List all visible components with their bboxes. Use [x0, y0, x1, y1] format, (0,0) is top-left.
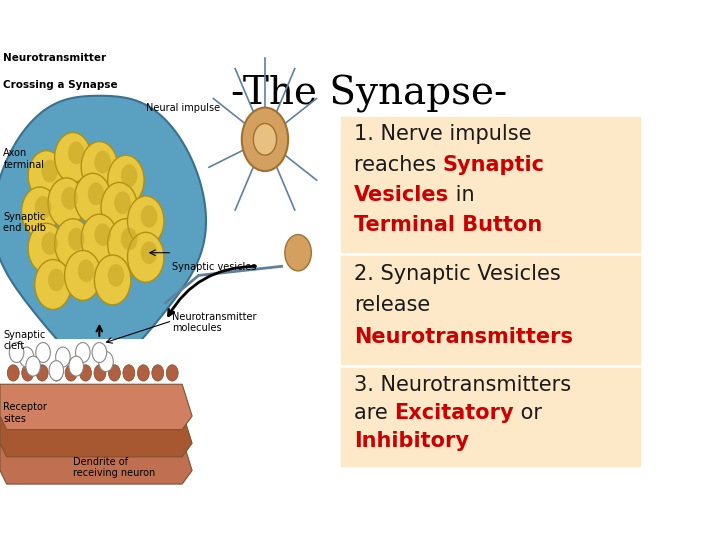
Circle shape	[101, 183, 138, 232]
Text: Axon
terminal: Axon terminal	[4, 148, 45, 170]
Text: Synaptic: Synaptic	[443, 154, 545, 174]
Circle shape	[121, 164, 138, 187]
Circle shape	[141, 241, 157, 264]
Text: are: are	[354, 403, 395, 423]
Circle shape	[253, 124, 276, 155]
Text: Excitatory: Excitatory	[395, 403, 514, 423]
Circle shape	[88, 183, 104, 205]
Circle shape	[61, 187, 78, 210]
Circle shape	[127, 232, 164, 282]
Circle shape	[65, 364, 77, 381]
Text: Neurotransmitter
molecules: Neurotransmitter molecules	[172, 312, 257, 333]
Circle shape	[28, 223, 65, 273]
Text: or: or	[514, 403, 542, 423]
Polygon shape	[0, 384, 192, 430]
Circle shape	[152, 364, 163, 381]
Circle shape	[50, 364, 63, 381]
Text: Terminal Button: Terminal Button	[354, 215, 542, 235]
Text: Synaptic
cleft: Synaptic cleft	[4, 330, 45, 352]
FancyBboxPatch shape	[341, 256, 639, 364]
Circle shape	[121, 228, 138, 251]
FancyBboxPatch shape	[341, 117, 639, 252]
Text: Neurotransmitters: Neurotransmitters	[354, 327, 573, 347]
Circle shape	[108, 219, 144, 268]
Circle shape	[138, 364, 149, 381]
Circle shape	[69, 356, 84, 376]
Circle shape	[42, 160, 58, 183]
Circle shape	[36, 342, 50, 362]
Circle shape	[99, 352, 113, 372]
Polygon shape	[0, 96, 206, 368]
Circle shape	[81, 214, 117, 264]
Text: reaches: reaches	[354, 154, 443, 174]
Circle shape	[65, 251, 101, 300]
Circle shape	[108, 264, 125, 287]
Circle shape	[76, 342, 90, 362]
Circle shape	[55, 219, 91, 268]
Circle shape	[108, 155, 144, 205]
Circle shape	[109, 364, 120, 381]
Circle shape	[92, 342, 107, 362]
Circle shape	[81, 141, 117, 192]
Text: Vesicles: Vesicles	[354, 185, 449, 205]
Circle shape	[285, 234, 311, 271]
Text: 2. Synaptic Vesicles: 2. Synaptic Vesicles	[354, 264, 561, 284]
Circle shape	[94, 364, 106, 381]
Circle shape	[7, 364, 19, 381]
Circle shape	[55, 132, 91, 183]
Circle shape	[242, 107, 288, 171]
Text: Inhibitory: Inhibitory	[354, 431, 469, 451]
Circle shape	[49, 361, 63, 381]
Text: 3. Neurotransmitters: 3. Neurotransmitters	[354, 375, 571, 395]
Text: Neural impulse: Neural impulse	[145, 103, 220, 113]
FancyBboxPatch shape	[341, 368, 639, 466]
Circle shape	[19, 347, 34, 367]
Circle shape	[22, 364, 34, 381]
Circle shape	[55, 347, 71, 367]
Polygon shape	[0, 411, 192, 457]
Text: Dendrite of
receiving neuron: Dendrite of receiving neuron	[73, 457, 155, 478]
Circle shape	[26, 356, 40, 376]
Circle shape	[42, 232, 58, 255]
Text: Receptor
sites: Receptor sites	[4, 402, 48, 424]
Polygon shape	[0, 339, 192, 375]
Circle shape	[48, 268, 65, 291]
Circle shape	[48, 178, 84, 228]
Text: -The Synapse-: -The Synapse-	[231, 75, 507, 113]
Text: release: release	[354, 295, 430, 315]
Circle shape	[94, 223, 111, 246]
Circle shape	[94, 255, 131, 305]
Circle shape	[36, 364, 48, 381]
Polygon shape	[0, 438, 192, 484]
Circle shape	[127, 196, 164, 246]
Circle shape	[35, 196, 51, 219]
Circle shape	[78, 260, 94, 282]
Circle shape	[79, 364, 91, 381]
Circle shape	[28, 151, 65, 200]
Circle shape	[9, 342, 24, 362]
Circle shape	[94, 151, 111, 173]
Circle shape	[123, 364, 135, 381]
Text: in: in	[449, 185, 474, 205]
Circle shape	[141, 205, 157, 228]
Circle shape	[22, 187, 58, 237]
Text: Crossing a Synapse: Crossing a Synapse	[4, 80, 118, 90]
Text: Synaptic vesicles: Synaptic vesicles	[172, 262, 256, 272]
Circle shape	[35, 260, 71, 309]
Circle shape	[114, 192, 131, 214]
Text: Synaptic
end bulb: Synaptic end bulb	[4, 212, 46, 233]
Circle shape	[75, 173, 111, 223]
Text: 1. Nerve impulse: 1. Nerve impulse	[354, 124, 531, 144]
Circle shape	[68, 228, 84, 251]
Text: Neurotransmitter: Neurotransmitter	[4, 53, 107, 63]
Circle shape	[166, 364, 178, 381]
Circle shape	[68, 141, 84, 164]
